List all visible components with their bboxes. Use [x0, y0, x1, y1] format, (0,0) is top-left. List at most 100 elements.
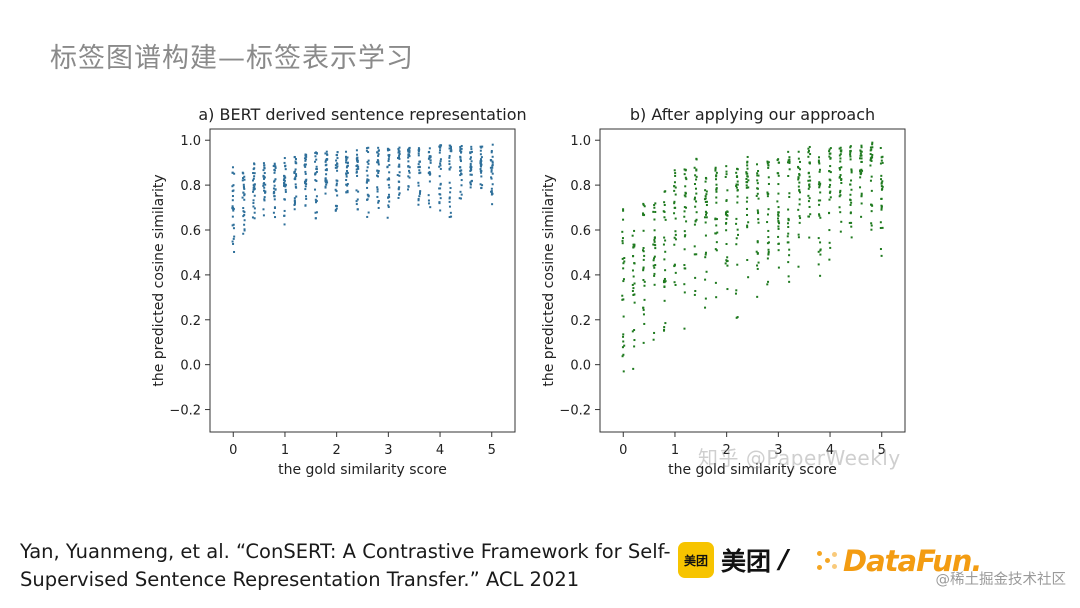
x-tick-label: 4	[436, 443, 444, 458]
scatter-point	[859, 170, 862, 173]
scatter-point	[345, 172, 348, 175]
scatter-point	[283, 183, 286, 186]
scatter-point	[714, 218, 717, 221]
scatter-point	[284, 188, 287, 191]
scatter-point	[653, 274, 656, 277]
scatter-point	[242, 207, 245, 210]
scatter-point	[262, 162, 265, 165]
scatter-point	[880, 159, 883, 162]
scatter-point	[293, 197, 296, 200]
scatter-point	[704, 195, 707, 198]
scatter-point	[632, 293, 635, 296]
scatter-point	[366, 174, 369, 177]
scatter-point	[490, 176, 493, 179]
scatter-point	[460, 184, 463, 187]
scatter-point	[263, 196, 266, 199]
scatter-point	[673, 189, 676, 192]
meituan-logo: 美团 美团 /	[678, 541, 789, 579]
scatter-point	[756, 252, 759, 255]
scatter-point	[653, 237, 656, 240]
scatter-point	[683, 230, 686, 233]
scatter-point	[870, 148, 873, 151]
scatter-point	[755, 250, 758, 253]
scatter-point	[695, 175, 698, 178]
y-tick-label: 0.2	[570, 314, 591, 329]
scatter-point	[736, 316, 739, 319]
scatter-point	[398, 163, 401, 166]
scatter-point	[633, 229, 636, 232]
scatter-point	[407, 148, 410, 151]
scatter-point	[459, 190, 462, 193]
scatter-point	[418, 172, 421, 175]
scatter-point	[643, 280, 646, 283]
scatter-point	[829, 183, 832, 186]
scatter-point	[417, 150, 420, 153]
scatter-point	[798, 198, 801, 201]
scatter-point	[869, 146, 872, 149]
scatter-point	[767, 164, 770, 167]
scatter-point	[398, 180, 401, 183]
scatter-point	[315, 170, 318, 173]
scatter-point	[326, 153, 329, 156]
scatter-point	[777, 174, 780, 177]
scatter-point	[366, 166, 369, 169]
scatter-point	[766, 160, 769, 163]
scatter-point	[621, 242, 624, 245]
scatter-point	[788, 280, 791, 283]
scatter-point	[871, 143, 874, 146]
scatter-point	[284, 185, 287, 188]
scatter-point	[787, 225, 790, 228]
scatter-point	[642, 229, 645, 232]
scatter-point	[388, 164, 391, 167]
scatter-point	[460, 193, 463, 196]
scatter-point	[745, 177, 748, 180]
scatter-point	[694, 205, 697, 208]
scatter-point	[356, 158, 359, 161]
scatter-point	[252, 172, 255, 175]
scatter-point	[746, 164, 749, 167]
scatter-point	[673, 181, 676, 184]
scatter-point	[407, 154, 410, 157]
scatter-point	[491, 164, 494, 167]
scatter-point	[376, 169, 379, 172]
scatter-point	[809, 213, 812, 216]
scatter-point	[324, 192, 327, 195]
scatter-point	[807, 171, 810, 174]
scatter-point	[284, 168, 287, 171]
scatter-point	[470, 160, 473, 163]
scatter-point	[387, 183, 390, 186]
scatter-point	[683, 173, 686, 176]
scatter-point	[663, 204, 666, 207]
scatter-point	[263, 172, 266, 175]
scatter-point	[828, 258, 831, 261]
scatter-point	[631, 283, 634, 286]
scatter-point	[355, 200, 358, 203]
scatter-point	[693, 253, 696, 256]
scatter-point	[621, 294, 624, 297]
scatter-point	[714, 168, 717, 171]
scatter-point	[643, 298, 646, 301]
scatter-point	[305, 155, 308, 158]
scatter-point	[407, 165, 410, 168]
scatter-point	[407, 175, 410, 178]
scatter-point	[633, 345, 636, 348]
scatter-point	[756, 172, 759, 175]
scatter-point	[829, 171, 832, 174]
scatter-point	[272, 187, 275, 190]
scatter-point	[315, 201, 318, 204]
scatter-point	[756, 241, 759, 244]
scatter-point	[715, 175, 718, 178]
scatter-point	[398, 150, 401, 153]
scatter-point	[303, 164, 306, 167]
scatter-point	[305, 197, 308, 200]
scatter-points	[621, 141, 884, 373]
scatter-point	[335, 159, 338, 162]
scatter-point	[798, 203, 801, 206]
scatter-point	[643, 322, 646, 325]
scatter-point	[725, 259, 728, 262]
scatter-point	[870, 228, 873, 231]
scatter-point	[253, 217, 256, 220]
scatter-point	[490, 149, 493, 152]
scatter-point	[736, 183, 739, 186]
scatter-point	[417, 147, 420, 150]
